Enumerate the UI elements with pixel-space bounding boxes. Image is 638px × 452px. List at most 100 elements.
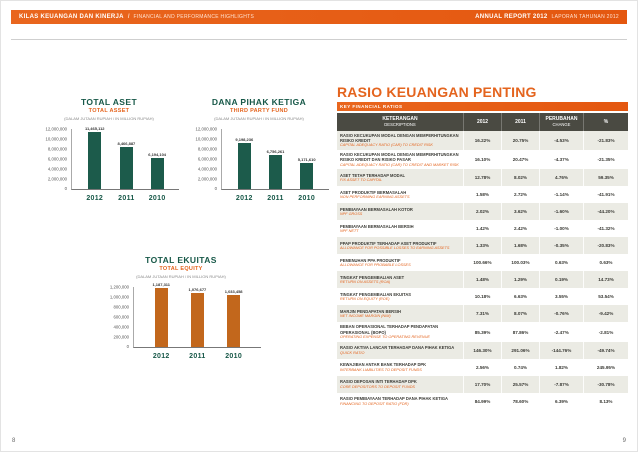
plot-area: 12,000,000 10,000,000 8,000,000 6,000,000 4,… [39,126,179,202]
ratio-description-en: NON PERFORMING EARNING ASSETS [340,195,410,200]
chart-title: DANA PIHAK KETIGA [211,97,307,107]
ratio-percent: -41.32% [597,226,615,232]
section-subtitle: FINANCIAL AND PERFORMANCE HIGHLIGHTS [133,14,255,20]
ratio-value-2012: 10.18% [464,288,502,306]
ratio-row: PPAP PRODUKTIF TERHADAP ASET PRODUKTIF AL… [337,237,628,255]
ratio-value-2012: 85.39% [464,322,502,342]
y-tick-label: 12,000,000 [45,126,67,132]
ratio-value-2011: 25.57% [502,375,540,393]
y-tick-label: 800,000 [113,304,129,310]
ratio-change: 3.55% [540,288,584,306]
ratio-value-2011: 6.63% [502,288,540,306]
chart-note: (DALAM JUTAAN RUPIAH / IN MILLION RUPIAH… [64,116,154,121]
ratio-change: -4.37% [540,149,584,170]
bar-value-label: 8,466,887 [117,140,136,146]
ratio-row: PEMBIAYAAN BERMASALAH KOTOR NPF GROSS 2.02… [337,203,628,221]
ratio-row: BEBAN OPERASIONAL TERHADAP PENDAPATAN OP… [337,322,628,342]
header-divider [11,39,627,40]
bar [119,146,133,189]
ratio-change: -1.14% [540,186,584,204]
ratio-description: KEWAJIBAN ANTAR BANK TERHADAP DPK INTERBA… [337,358,464,376]
ratio-row: RASIO DEPOSAN INTI TERHADAP DPK CORE DEPO… [337,375,628,393]
y-tick-label: 2,000,000 [47,176,67,182]
chart-note: (DALAM JUTAAN RUPIAH / IN MILLION RUPIAH… [136,274,226,279]
ratio-value-2012: 1.48% [464,271,502,289]
bar-value-label: 6,194,104 [148,152,167,157]
banner-right: ANNUAL REPORT 2012 LAPORAN TAHUNAN 2012 [475,14,619,20]
ratio-change: -1.60% [540,203,584,221]
ratio-value-2011: 1.29% [502,271,540,289]
top-banner: KILAS KEUANGAN DAN KINERJA / FINANCIAL A… [11,10,627,24]
bar-group: 1,076,677 2011 [188,287,206,360]
ratio-description-en: NET INCOME MARGIN (NIM) [340,314,391,319]
ratio-value-2011: 20.47% [502,149,540,170]
ratio-value-2011: 100.03% [502,254,540,272]
ratio-value-2012: 1.58% [464,186,502,204]
chart-title: TOTAL ASET [80,97,138,107]
ratio-value-2011: 20.75% [502,130,540,150]
x-axis-label: 2010 [298,195,316,202]
ratio-row: ASET TETAP TERHADAP MODAL FIX ASSET TO CA… [337,169,628,187]
ratio-change: 0.19% [540,271,584,289]
ratios-subtitle: KEY FINANCIAL RATIOS [340,104,403,109]
y-tick-label: 8,000,000 [47,146,67,152]
section-title: KILAS KEUANGAN DAN KINERJA [19,14,124,20]
ratio-value-2012: 84.99% [464,392,502,410]
ratio-description-id: RASIO AKTIVA LANCAR TERHADAP DANA PIHAK … [340,345,455,351]
x-axis-label: 2012 [152,353,170,360]
y-tick-label: 10,000,000 [195,136,217,142]
bar-group: 11,465,112 2012 [85,126,105,202]
ratio-change: -0.35% [540,237,584,255]
col-change: PERUBAHAN CHANGE [540,113,584,131]
bar [88,131,102,189]
ratio-description: MARJIN PENDAPATAN BERSIH NET INCOME MARGI… [337,305,464,323]
y-tick-label: 600,000 [113,314,129,320]
y-axis: 12,000,000 10,000,000 8,000,000 6,000,000 4,… [39,126,71,192]
ratio-value-2011: 3.62% [502,203,540,221]
ratio-value-2012: 146.30% [464,341,502,359]
y-tick-label: 2,000,000 [197,176,217,182]
bar [237,143,251,189]
ratio-change: 0.63% [540,254,584,272]
col-2012: 2012 [464,113,502,131]
ratio-description-id: PEMBIAYAAN BERMASALAH BERSIH [340,223,414,229]
ratio-description: RASIO KECUKUPAN MODAL DENGAN MEMPERHITUN… [337,149,464,170]
ratio-row: PEMBIAYAAN BERMASALAH BERSIH NPF NETT 1.42… [337,220,628,238]
ratio-description-id: TINGKAT PENGEMBALIAN ASET [340,274,405,280]
ratio-percent: -9.42% [598,311,614,317]
ratio-change: -4.53% [540,130,584,150]
ratio-description-id: PPAP PRODUKTIF TERHADAP ASET PRODUKTIF [340,240,437,246]
y-tick-label: 1,000,000 [109,294,129,300]
ratio-description-en: FINANCING TO DEPOSIT RATIO (FDR) [340,401,409,406]
ratio-row: RASIO AKTIVA LANCAR TERHADAP DANA PIHAK … [337,341,628,359]
key-ratios-panel: RASIO KEUANGAN PENTING KEY FINANCIAL RAT… [337,85,628,410]
bar-value-label: 1,187,311 [152,281,171,287]
ratio-value-2011: 87.86% [502,322,540,342]
page-number-right: 9 [622,438,626,444]
bar-group: 6,194,104 2010 [148,129,167,202]
ratio-change: 4.76% [540,169,584,187]
ratios-subtitle-strip: KEY FINANCIAL RATIOS [337,102,628,111]
ratio-change: -0.76% [540,305,584,323]
bars-area: 11,465,112 2012 8,466,887 2011 6,194,104 2010 [71,126,179,202]
ratio-description-id: RASIO DEPOSAN INTI TERHADAP DPK [340,379,417,385]
col-2011: 2011 [502,113,540,131]
bar [190,293,204,347]
ratio-description-id: RASIO PEMBIAYAAN TERHADAP DANA PIHAK KET… [340,396,448,402]
ratio-value-2011: 2.72% [502,186,540,204]
y-axis: 1,200,000 1,000,000 800,000 600,000 400,000 2… [101,285,133,350]
y-tick-label: 6,000,000 [197,156,217,162]
ratio-percent: -2.81% [598,329,614,335]
ratio-description-id: PEMBIAYAAN BERMASALAH KOTOR [340,206,413,212]
ratio-row: RASIO KECUKUPAN MODAL DENGAN MEMPERHITUN… [337,130,628,150]
y-tick-label: 200,000 [113,334,129,340]
ratio-value-2011: 8.07% [502,305,540,323]
bar-value-label: 6,756,261 [266,149,285,155]
bar-value-label: 9,198,236 [235,137,254,142]
ratio-description: TINGKAT PENGEMBALIAN ASET RETURN ON ASSET… [337,271,464,289]
ratio-description-id: RASIO KECUKUPAN MODAL DENGAN MEMPERHITUN… [340,151,459,163]
ratio-description-en: CORE DEPOSITORS TO DEPOSIT FUNDS [340,384,415,389]
ratio-value-2011: 2.42% [502,220,540,238]
ratio-description-id: BEBAN OPERASIONAL TERHADAP PENDAPATAN OP… [340,324,439,335]
ratio-description-en: QUICK RATIO [340,350,365,355]
